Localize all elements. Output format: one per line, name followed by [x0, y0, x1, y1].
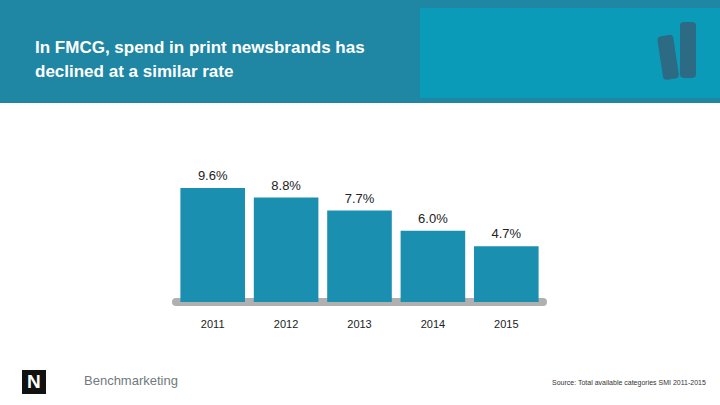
- svg-text:Source: Total available catego: Source: Total available categories SMI 2…: [552, 379, 706, 387]
- svg-text:Benchmarketing: Benchmarketing: [84, 373, 178, 388]
- svg-text:2013: 2013: [347, 318, 371, 330]
- svg-text:9.6%: 9.6%: [198, 168, 228, 183]
- svg-text:N: N: [27, 371, 41, 392]
- svg-text:6.0%: 6.0%: [418, 211, 448, 226]
- svg-text:In FMCG, spend in print newsbr: In FMCG, spend in print newsbrands has: [35, 38, 369, 57]
- svg-text:7.7%: 7.7%: [345, 191, 375, 206]
- svg-text:2011: 2011: [201, 318, 225, 330]
- svg-text:4.7%: 4.7%: [491, 226, 521, 241]
- svg-text:declined at a similar rate: declined at a similar rate: [35, 62, 233, 81]
- svg-text:2015: 2015: [494, 318, 518, 330]
- svg-text:2014: 2014: [421, 318, 445, 330]
- svg-text:2012: 2012: [274, 318, 298, 330]
- svg-text:8.8%: 8.8%: [271, 178, 301, 193]
